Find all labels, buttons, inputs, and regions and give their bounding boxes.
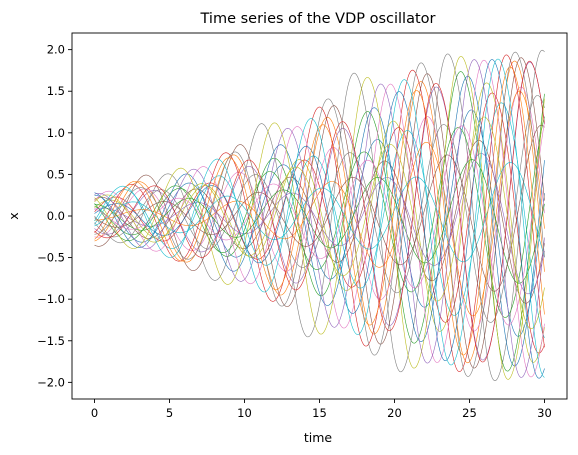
x-tick-label: 10	[237, 406, 252, 420]
series-line-13	[94, 116, 545, 318]
x-tick-label: 30	[537, 406, 552, 420]
series-line-1	[94, 109, 545, 337]
y-tick-label: 1.5	[47, 84, 65, 98]
y-tick-label: 2.0	[47, 43, 65, 57]
series-line-8	[94, 49, 545, 382]
series-line-20	[94, 162, 545, 263]
chart-title: Time series of the VDP oscillator	[200, 11, 436, 27]
series-line-25	[94, 59, 545, 378]
series-line-28	[94, 51, 545, 377]
series-line-10	[94, 102, 545, 339]
x-tick-label: 5	[166, 406, 173, 420]
series-line-29	[94, 116, 545, 330]
plot-frame	[71, 32, 568, 400]
y-axis-label: x	[6, 212, 21, 219]
y-tick-label: 0.0	[47, 209, 65, 223]
x-axis-label: time	[304, 430, 333, 445]
series-line-30	[94, 58, 545, 378]
y-axis-ticks: −2.0 −1.5 −1.0 −0.5 0.0 0.5 1.0 1.5 2.0	[37, 43, 72, 389]
series-line-11	[94, 75, 545, 367]
x-tick-label: 20	[387, 406, 402, 420]
series-line-18	[94, 95, 545, 323]
series-line-14	[94, 54, 545, 373]
y-tick-label: −1.0	[37, 292, 65, 306]
y-tick-label: −0.5	[37, 251, 65, 265]
series-line-9	[94, 82, 545, 363]
series-layer	[94, 49, 545, 382]
series-line-19	[94, 56, 545, 380]
series-line-26	[94, 124, 545, 292]
y-tick-label: 0.5	[47, 167, 65, 181]
x-axis-ticks: 0 5 10 15 20 25 30	[91, 399, 552, 420]
x-tick-label: 0	[91, 406, 98, 420]
series-line-16	[94, 57, 545, 369]
y-tick-label: −2.0	[37, 375, 65, 389]
y-tick-label: −1.5	[37, 334, 65, 348]
series-line-21	[94, 59, 545, 379]
series-line-27	[94, 122, 545, 326]
series-line-24	[94, 60, 545, 363]
y-tick-label: 1.0	[47, 126, 65, 140]
series-line-22	[94, 66, 545, 356]
series-line-15	[94, 153, 545, 295]
x-tick-label: 15	[312, 406, 327, 420]
x-tick-label: 25	[462, 406, 477, 420]
series-line-4	[94, 92, 545, 354]
